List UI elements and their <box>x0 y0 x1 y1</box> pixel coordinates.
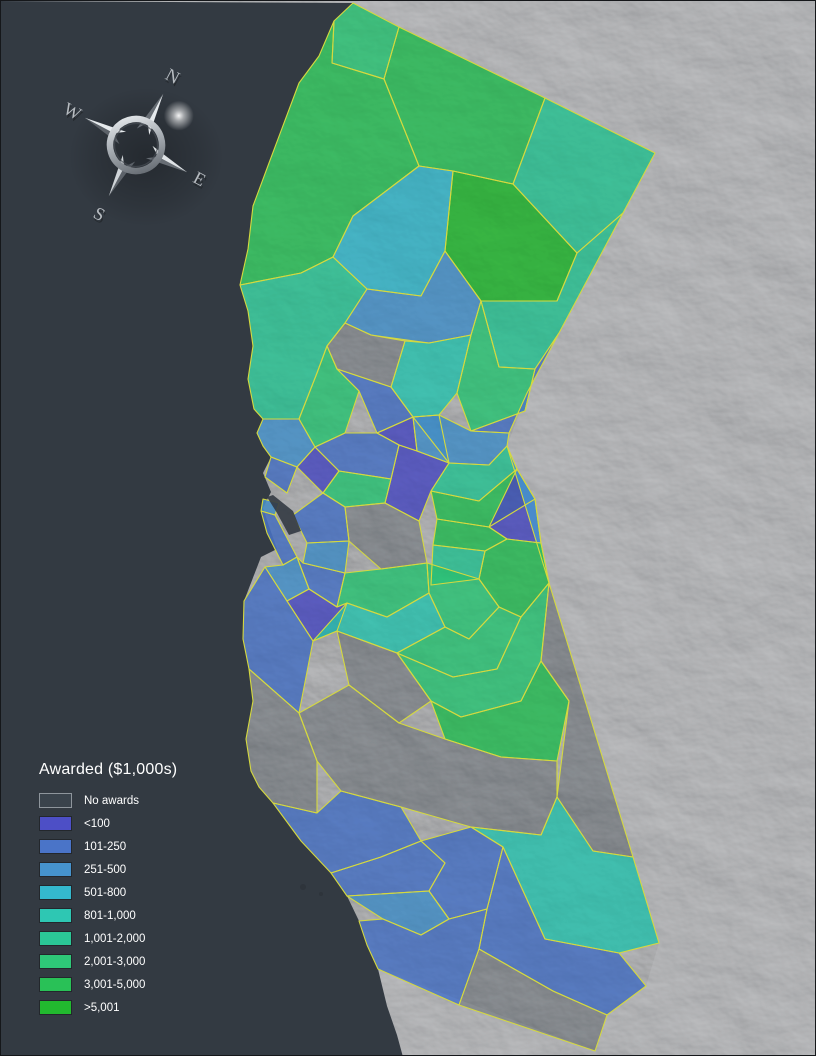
legend-label: 251-500 <box>84 863 127 876</box>
legend-label: >5,001 <box>84 1001 120 1014</box>
channel-island <box>319 892 323 896</box>
county-border-marin <box>264 456 298 494</box>
compass-highlight <box>163 100 194 131</box>
legend-label: 101-250 <box>84 840 127 853</box>
legend-item: 1,001-2,000 <box>39 927 177 950</box>
county-border-kings <box>336 630 432 724</box>
county-border-imperial <box>458 948 608 1052</box>
legend-swatch-801-1-000 <box>39 908 72 923</box>
legend-item: <100 <box>39 812 177 835</box>
legend-label: No awards <box>84 794 139 807</box>
legend-swatch-2-001-3-000 <box>39 954 72 969</box>
map-legend: Awarded ($1,000s) No awards <100 101-250 25… <box>39 761 177 1019</box>
legend-item: 101-250 <box>39 835 177 858</box>
legend-swatch-no-awards <box>39 793 72 808</box>
legend-label: 801-1,000 <box>84 909 136 922</box>
county-border-layer <box>239 2 660 1052</box>
legend-item: 2,001-3,000 <box>39 950 177 973</box>
legend-label: 3,001-5,000 <box>84 978 146 991</box>
legend-items: No awards <100 101-250 251-500 501-800 801-1,… <box>39 789 177 1019</box>
legend-item: >5,001 <box>39 996 177 1019</box>
legend-swatch-3-001-5-000 <box>39 977 72 992</box>
legend-swatch-501-800 <box>39 885 72 900</box>
legend-swatch-251-500 <box>39 862 72 877</box>
legend-item: 251-500 <box>39 858 177 881</box>
legend-label: 1,001-2,000 <box>84 932 146 945</box>
channel-island <box>300 884 306 890</box>
san-francisco-bay <box>267 495 301 535</box>
legend-swatch--100 <box>39 816 72 831</box>
county-border-san-luis-obispo <box>245 668 318 814</box>
legend-title: Awarded ($1,000s) <box>39 761 178 778</box>
legend-item: No awards <box>39 789 177 812</box>
legend-label: 501-800 <box>84 886 127 899</box>
legend-swatch-1-001-2-000 <box>39 931 72 946</box>
compass-ring <box>106 115 166 175</box>
legend-label: 2,001-3,000 <box>84 955 146 968</box>
legend-item: 3,001-5,000 <box>39 973 177 996</box>
ocean <box>1 1 403 1055</box>
legend-item: 501-800 <box>39 881 177 904</box>
legend-label: <100 <box>84 817 110 830</box>
legend-swatch-101-250 <box>39 839 72 854</box>
legend-swatch--5-001 <box>39 1000 72 1015</box>
legend-item: 801-1,000 <box>39 904 177 927</box>
